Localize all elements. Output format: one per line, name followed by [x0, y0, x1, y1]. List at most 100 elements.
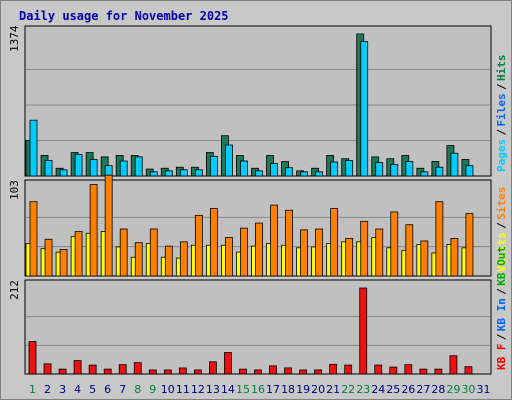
bar-kb-f-day-27	[419, 368, 428, 375]
day-label-2: 2	[44, 383, 51, 396]
bar-sites-day-3	[59, 249, 68, 277]
day-label-31: 31	[476, 383, 490, 396]
page-title: Daily usage for November 2025	[19, 9, 229, 23]
day-label-15: 15	[236, 383, 250, 396]
legend-kb-f: KB F	[495, 344, 508, 371]
y-max-label: 1374	[8, 25, 21, 52]
day-label-12: 12	[191, 383, 205, 396]
bar-pages-day-16	[255, 170, 263, 177]
bar-pages-day-30	[465, 165, 474, 177]
bar-sites-day-22	[345, 238, 354, 277]
day-label-27: 27	[416, 383, 430, 396]
y-max-label: 103	[8, 180, 21, 200]
bar-pages-day-6	[104, 165, 113, 177]
bar-kb-f-day-13	[209, 361, 217, 375]
bar-pages-day-22	[345, 160, 354, 177]
bar-sites-day-16	[255, 222, 263, 277]
legend-hits: Hits	[495, 55, 508, 82]
bar-kb-f-day-7	[118, 364, 127, 375]
bar-pages-day-29	[450, 152, 459, 177]
bar-pages-day-15	[240, 160, 248, 177]
bar-pages-day-9	[149, 171, 158, 177]
legend-kb-out: KB Out	[495, 246, 508, 286]
legend-separator: /	[495, 83, 508, 90]
bar-pages-day-4	[74, 153, 83, 177]
bar-pages-day-24	[375, 162, 384, 177]
bar-sites-day-7	[119, 228, 128, 277]
bar-sites-day-13	[209, 208, 218, 277]
bar-sites-day-2	[44, 238, 53, 277]
bar-pages-day-7	[119, 160, 128, 177]
day-label-19: 19	[296, 383, 310, 396]
day-label-9: 9	[149, 383, 156, 396]
day-label-23: 23	[356, 383, 370, 396]
day-label-22: 22	[341, 383, 355, 396]
bar-kb-f-day-3	[58, 368, 67, 375]
bar-sites-day-11	[179, 241, 188, 277]
bar-sites-day-24	[375, 228, 384, 277]
bar-pages-day-21	[330, 161, 339, 177]
day-label-8: 8	[134, 383, 141, 396]
day-label-21: 21	[326, 383, 340, 396]
panel-hits-files-pages	[24, 25, 492, 177]
bar-kb-f-day-9	[148, 369, 157, 375]
bar-kb-f-day-29	[449, 355, 458, 375]
day-label-17: 17	[266, 383, 280, 396]
bar-kb-f-day-16	[254, 369, 262, 375]
bar-sites-day-30	[465, 213, 474, 277]
bar-sites-day-5	[89, 184, 98, 277]
bar-sites-day-10	[164, 245, 173, 277]
legend-sites: Sites	[495, 187, 508, 220]
bar-sites-day-12	[194, 214, 203, 277]
bar-pages-day-3	[59, 169, 68, 177]
bar-kb-f-day-28	[434, 368, 443, 375]
bar-pages-day-2	[44, 160, 53, 177]
bar-kb-f-day-12	[193, 369, 202, 375]
bar-kb-f-day-24	[374, 364, 383, 375]
bar-kb-f-day-23	[359, 287, 368, 375]
bar-pages-day-28	[435, 166, 444, 177]
legend-kb-in: KB In	[495, 298, 508, 331]
day-label-26: 26	[401, 383, 415, 396]
bar-pages-day-23	[360, 41, 369, 177]
legend-separator: /	[495, 288, 508, 295]
bar-sites-day-27	[420, 240, 429, 277]
bar-kb-f-day-18	[284, 367, 292, 375]
day-label-10: 10	[161, 383, 175, 396]
bar-kb-f-day-5	[88, 364, 97, 375]
bar-sites-day-15	[240, 227, 248, 277]
day-label-28: 28	[431, 383, 445, 396]
bar-sites-day-23	[360, 220, 369, 277]
bar-pages-day-26	[405, 161, 414, 177]
legend-pages: Pages	[495, 139, 508, 172]
bar-pages-day-18	[285, 167, 293, 177]
day-label-5: 5	[89, 383, 96, 396]
day-label-13: 13	[206, 383, 220, 396]
legend-separator: /	[495, 333, 508, 340]
bar-kb-f-day-6	[103, 368, 112, 375]
bar-pages-day-8	[134, 156, 143, 177]
bar-sites-day-14	[225, 237, 233, 277]
bar-sites-day-25	[390, 211, 399, 277]
day-label-29: 29	[446, 383, 460, 396]
bar-sites-day-1	[29, 201, 38, 277]
bar-kb-f-day-2	[43, 363, 52, 375]
bar-kb-f-day-22	[344, 364, 353, 375]
bar-kb-f-day-15	[239, 368, 247, 375]
bar-pages-day-25	[390, 164, 399, 177]
legend-files: Files	[495, 93, 508, 126]
bar-pages-day-12	[194, 169, 203, 177]
bar-kb-f-day-4	[73, 360, 82, 375]
day-label-1: 1	[29, 383, 36, 396]
day-label-6: 6	[104, 383, 111, 396]
bar-pages-day-20	[315, 171, 324, 177]
day-label-30: 30	[461, 383, 475, 396]
bar-pages-day-19	[300, 171, 308, 177]
bar-kb-f-day-26	[404, 364, 413, 375]
bar-kb-f-day-8	[133, 362, 142, 375]
bar-sites-day-26	[405, 224, 414, 277]
day-label-3: 3	[59, 383, 66, 396]
bar-kb-f-day-17	[269, 365, 277, 375]
bar-pages-day-10	[164, 170, 173, 177]
